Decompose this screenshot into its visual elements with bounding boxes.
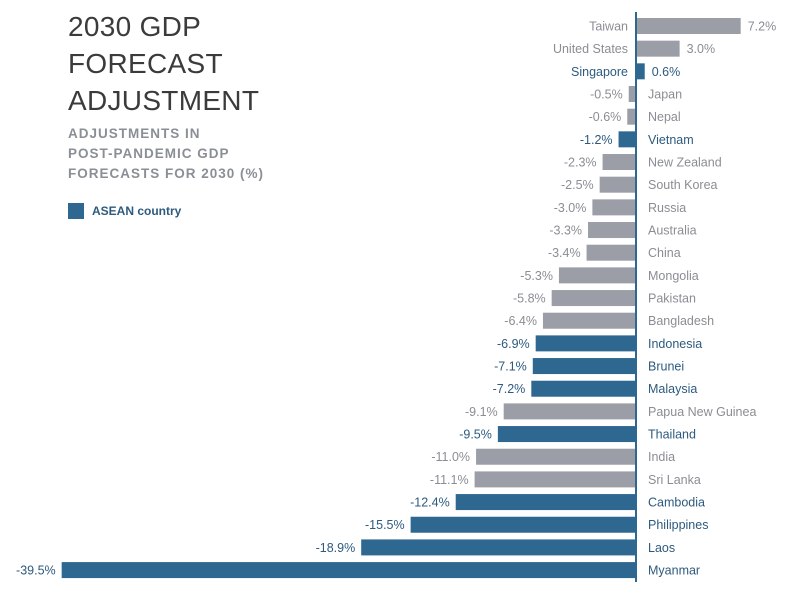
category-label: India: [648, 450, 675, 464]
category-label: Cambodia: [648, 496, 705, 510]
category-label: South Korea: [648, 178, 718, 192]
category-label: Nepal: [648, 110, 681, 124]
category-label: Russia: [648, 201, 686, 215]
chart-subtitle-line: ADJUSTMENTS IN: [68, 126, 201, 141]
bar-thailand: [497, 426, 636, 443]
bar-philippines: [410, 516, 636, 533]
value-label: -9.1%: [465, 405, 498, 419]
category-label: United States: [553, 42, 628, 56]
value-label: -0.6%: [589, 110, 622, 124]
value-label: -9.5%: [459, 428, 492, 442]
chart-title: 2030 GDP FORECAST ADJUSTMENT: [68, 8, 328, 119]
value-label: -2.3%: [564, 156, 597, 170]
value-label: -5.8%: [513, 292, 546, 306]
bar-pakistan: [551, 290, 636, 307]
value-label: 3.0%: [687, 42, 716, 56]
value-label: -7.2%: [493, 382, 526, 396]
bar-vietnam: [618, 131, 636, 148]
value-label: -15.5%: [365, 518, 405, 532]
bar-russia: [592, 199, 636, 216]
bar-brunei: [532, 358, 636, 375]
legend-swatch-asean: [68, 203, 84, 219]
value-label: 7.2%: [748, 20, 777, 34]
category-label: Mongolia: [648, 269, 699, 283]
bar-south-korea: [599, 176, 636, 193]
bar-united-states: [636, 40, 680, 57]
chart-title-line: 2030 GDP: [68, 11, 202, 42]
category-label: Bangladesh: [648, 314, 714, 328]
bar-india: [476, 448, 636, 465]
category-label: Malaysia: [648, 382, 697, 396]
category-label: Singapore: [571, 65, 628, 79]
category-label: Brunei: [648, 360, 684, 374]
category-label: New Zealand: [648, 156, 722, 170]
value-label: -2.5%: [561, 178, 594, 192]
bar-japan: [628, 86, 636, 103]
bar-singapore: [636, 63, 645, 80]
value-label: -3.3%: [549, 224, 582, 238]
bar-sri-lanka: [474, 471, 636, 488]
bar-new-zealand: [602, 154, 636, 171]
chart-subtitle: ADJUSTMENTS IN POST-PANDEMIC GDP FORECAS…: [68, 124, 308, 184]
value-label: -0.5%: [590, 88, 623, 102]
value-label: -6.4%: [504, 314, 537, 328]
legend: ASEAN country: [68, 203, 181, 219]
chart-subtitle-line: POST-PANDEMIC GDP: [68, 146, 230, 161]
bar-indonesia: [535, 335, 636, 352]
bar-laos: [361, 539, 636, 556]
value-label: -3.4%: [548, 246, 581, 260]
bar-mongolia: [558, 267, 636, 284]
bar-myanmar: [61, 562, 637, 579]
value-label: -3.0%: [554, 201, 587, 215]
value-label: -12.4%: [410, 496, 450, 510]
bar-australia: [588, 222, 636, 239]
bar-taiwan: [636, 18, 741, 34]
value-label: -11.1%: [430, 473, 469, 487]
bar-malaysia: [531, 380, 636, 397]
category-label: Philippines: [648, 518, 708, 532]
bar-nepal: [627, 108, 636, 125]
category-label: Vietnam: [648, 133, 694, 147]
category-label: Laos: [648, 541, 675, 555]
bar-papua-new-guinea: [503, 403, 636, 420]
chart-subtitle-line: FORECASTS FOR 2030 (%): [68, 166, 265, 181]
category-label: Taiwan: [589, 20, 628, 34]
value-label: -5.3%: [520, 269, 553, 283]
category-label: Sri Lanka: [648, 473, 701, 487]
value-label: -7.1%: [494, 360, 527, 374]
category-label: Indonesia: [648, 337, 702, 351]
legend-label-asean: ASEAN country: [92, 204, 182, 218]
category-label: China: [648, 246, 681, 260]
value-label: 0.6%: [652, 65, 681, 79]
bar-bangladesh: [542, 312, 636, 329]
chart-title-line: FORECAST: [68, 48, 223, 79]
value-label: -18.9%: [316, 541, 356, 555]
bar-china: [586, 244, 636, 261]
category-label: Thailand: [648, 428, 696, 442]
category-label: Australia: [648, 224, 697, 238]
bar-cambodia: [455, 494, 636, 511]
category-label: Myanmar: [648, 564, 700, 578]
value-label: -11.0%: [431, 450, 470, 464]
value-label: -39.5%: [16, 564, 56, 578]
value-label: -6.9%: [497, 337, 530, 351]
category-label: Papua New Guinea: [648, 405, 756, 419]
chart-title-line: ADJUSTMENT: [68, 85, 260, 116]
category-label: Japan: [648, 88, 682, 102]
value-label: -1.2%: [580, 133, 613, 147]
category-label: Pakistan: [648, 292, 696, 306]
